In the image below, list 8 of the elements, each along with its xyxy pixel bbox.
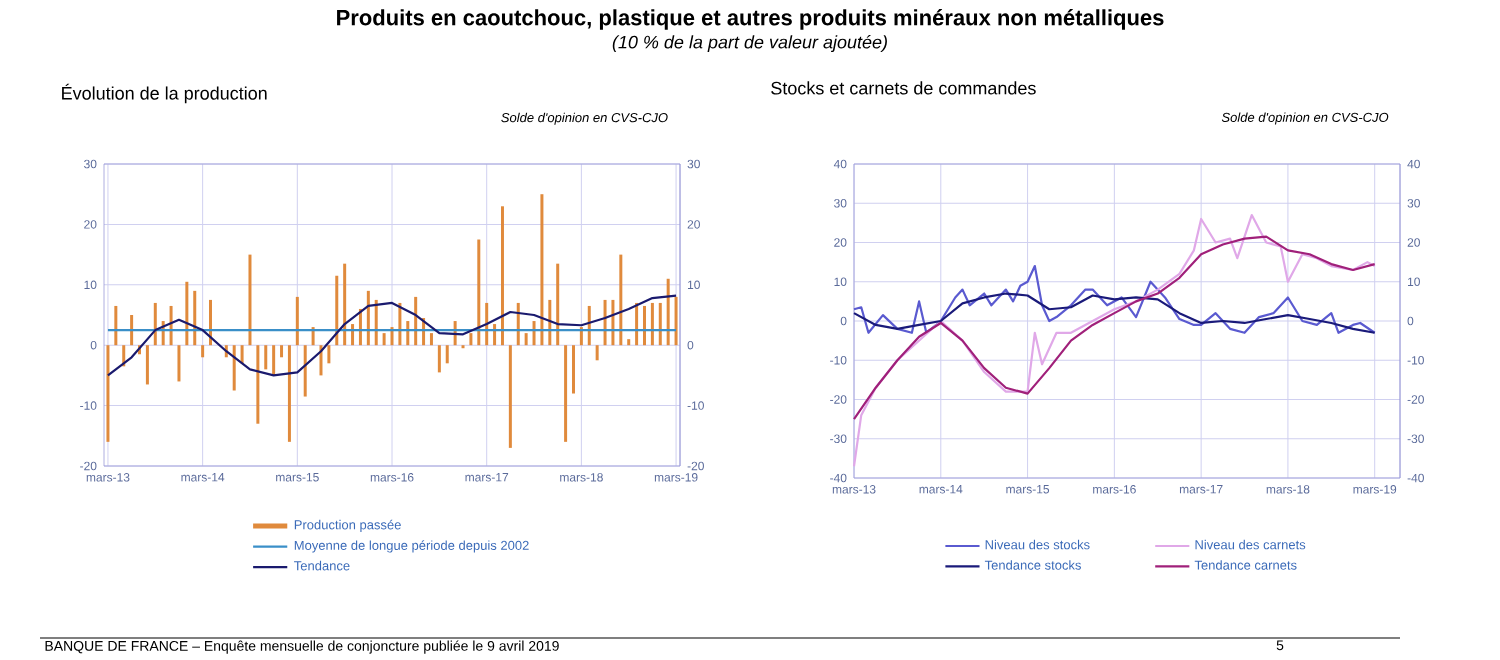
line-series bbox=[852, 292, 1376, 334]
text: (10 % de la part de valeur ajoutée) bbox=[612, 35, 887, 53]
line-series bbox=[106, 294, 678, 377]
line-series bbox=[852, 264, 1376, 334]
text: Produits en caoutchouc, plastique et autres produits minéraux non métalliques bbox=[337, 9, 1164, 30]
line-series bbox=[852, 235, 1376, 421]
chart-title: Stocks et carnets de commandes bbox=[771, 81, 1036, 95]
chart-title: Évolution de la production bbox=[62, 83, 267, 104]
